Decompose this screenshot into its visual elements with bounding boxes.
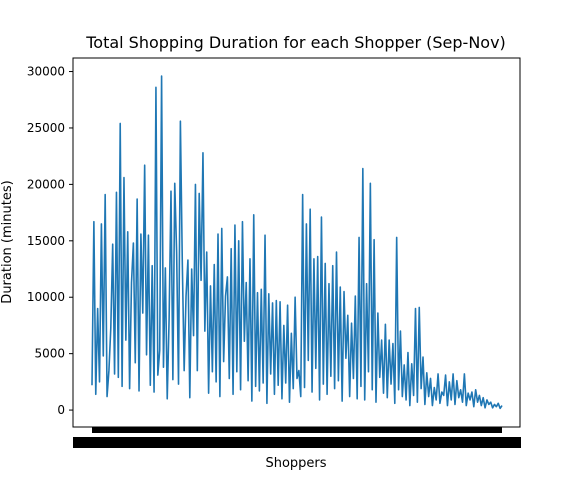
y-tick-label: 20000 xyxy=(27,177,65,191)
y-tick-label: 10000 xyxy=(27,290,65,304)
y-tick-label: 25000 xyxy=(27,121,65,135)
series-line-0 xyxy=(91,75,503,410)
x-axis-label: Shoppers xyxy=(265,456,326,471)
x-tick-band-marks xyxy=(92,427,502,433)
x-tick-label-band xyxy=(73,427,521,448)
y-tick-label: 5000 xyxy=(34,347,65,361)
series-layer xyxy=(91,75,503,410)
y-axis-label: Duration (minutes) xyxy=(0,180,15,303)
y-axis: 0 5000 10000 15000 20000 25000 30000 xyxy=(27,65,73,417)
chart-title: Total Shopping Duration for each Shopper… xyxy=(85,33,506,52)
y-tick-label: 30000 xyxy=(27,65,65,79)
x-tick-band-lower xyxy=(73,437,521,448)
y-tick-label: 0 xyxy=(57,403,65,417)
y-tick-label: 15000 xyxy=(27,234,65,248)
